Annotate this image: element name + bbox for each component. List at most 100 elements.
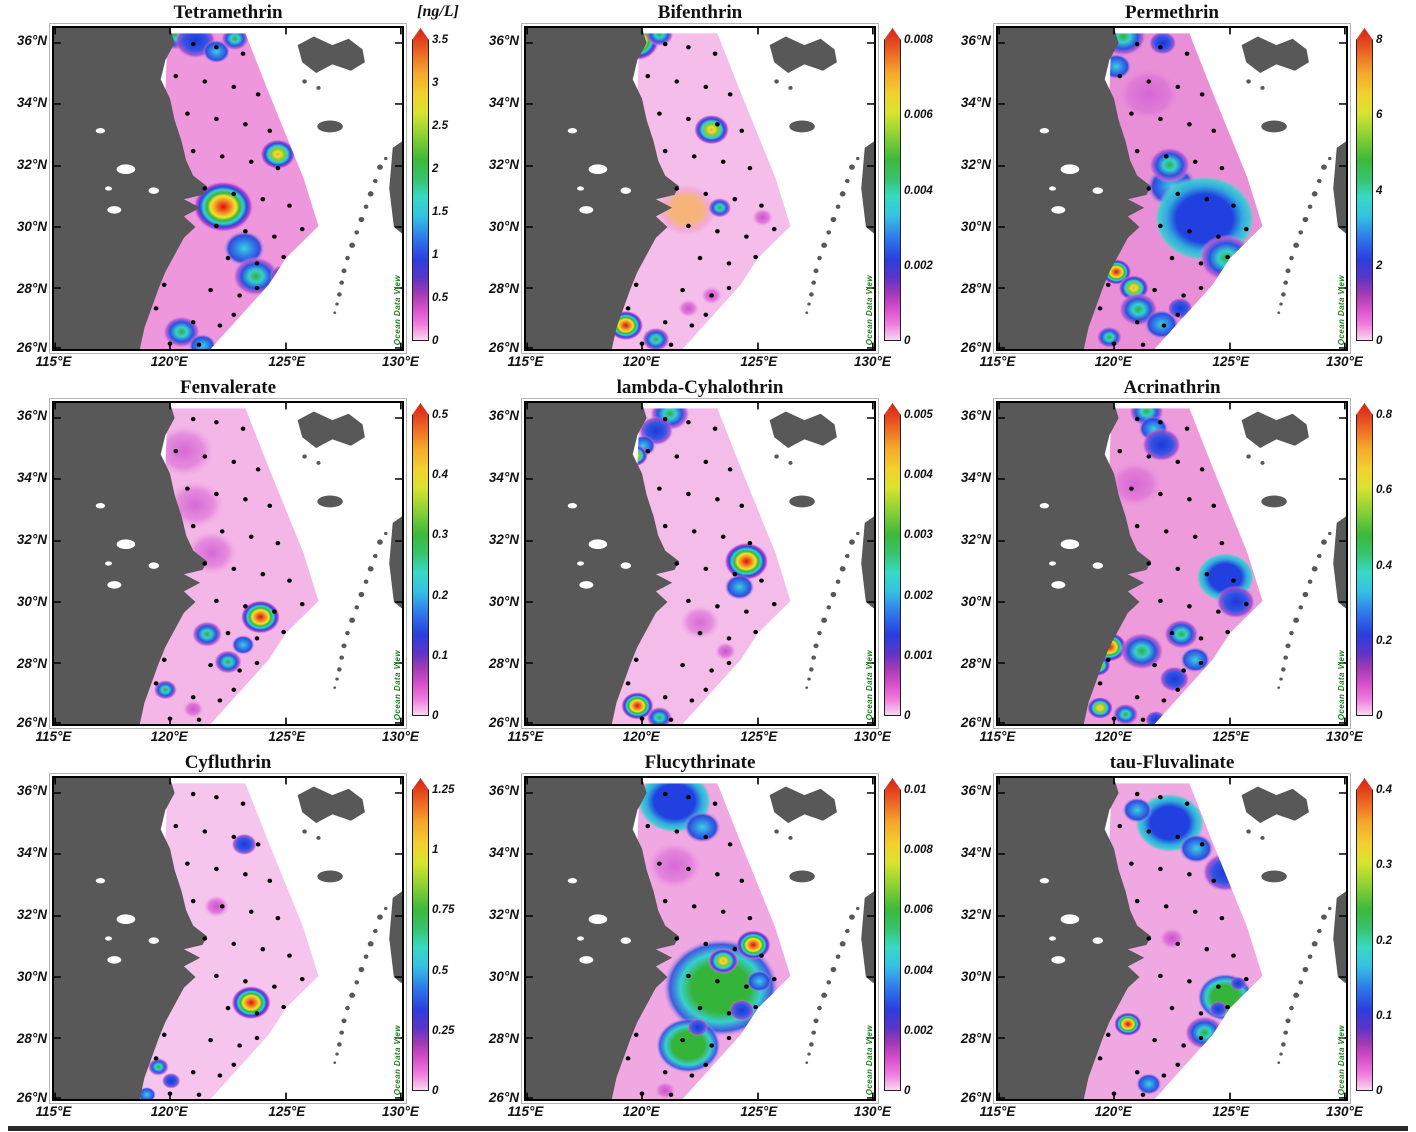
units-label xyxy=(876,0,944,26)
jeju-island xyxy=(1261,120,1287,133)
units-label xyxy=(1348,0,1416,26)
y-tick-label: 34°N xyxy=(960,470,991,486)
kyushu-landmass xyxy=(389,516,402,609)
y-tick-label: 32°N xyxy=(960,157,991,173)
y-axis-labels: 36°N 34°N 32°N 30°N 28°N 26°N xyxy=(944,26,996,355)
colorbar-tick-label: 0 xyxy=(432,1085,439,1097)
y-tick-label: 34°N xyxy=(488,845,519,861)
x-tick-label: 115°E xyxy=(35,729,72,744)
colorbar-area: 0 0.002 0.004 0.006 0.008 0.01 xyxy=(876,776,944,1101)
y-tick-label: 34°N xyxy=(488,95,519,111)
y-tick-label: 34°N xyxy=(960,95,991,111)
colorbar-tick-label: 8 xyxy=(1376,34,1383,46)
colorbar-gradient xyxy=(1356,28,1373,341)
map-canvas: Ocean Data View xyxy=(996,401,1348,726)
panel-title: Acrinathrin xyxy=(1123,377,1221,398)
watermark: Ocean Data View xyxy=(865,649,874,720)
colorbar-tick-label: 0.1 xyxy=(1376,1009,1392,1022)
map-canvas: Ocean Data View xyxy=(524,26,876,351)
lakes xyxy=(95,878,159,964)
y-tick-label: 32°N xyxy=(960,532,991,548)
colorbar-tick-label: 0.006 xyxy=(904,109,933,122)
colorbar-tick-label: 0.006 xyxy=(904,904,933,917)
concentration-field xyxy=(609,33,774,349)
x-axis-labels: 115°E 120°E 125°E 130°E xyxy=(35,351,419,375)
colorbar-tick-label: 2 xyxy=(432,163,439,175)
y-tick-label: 32°N xyxy=(16,907,47,923)
lakes xyxy=(1039,503,1103,589)
map-image xyxy=(526,403,874,724)
colorbar-tick-label: 0.3 xyxy=(432,529,448,542)
watermark: Ocean Data View xyxy=(393,649,402,720)
panel-title: Flucythrinate xyxy=(644,752,756,773)
korea-landmass xyxy=(769,411,837,448)
axis-tick-marks xyxy=(998,28,1346,349)
map-image xyxy=(54,778,402,1099)
y-axis-labels: 36°N 34°N 32°N 30°N 28°N 26°N xyxy=(944,776,996,1105)
x-tick-label: 130°E xyxy=(382,1104,419,1119)
kyushu-landmass xyxy=(389,891,402,984)
map-image xyxy=(998,403,1346,724)
map-canvas: Ocean Data View xyxy=(524,401,876,726)
y-tick-label: 32°N xyxy=(960,907,991,923)
x-axis-labels: 115°E 120°E 125°E 130°E xyxy=(507,726,891,750)
colorbar-tick-label: 0.5 xyxy=(432,292,448,304)
x-tick-label: 115°E xyxy=(35,1104,72,1119)
x-axis-labels: 115°E 120°E 125°E 130°E xyxy=(507,351,891,375)
colorbar-tick-label: 1 xyxy=(432,249,439,261)
island-chain xyxy=(1246,454,1332,689)
jeju-island xyxy=(789,870,815,883)
china-landmass xyxy=(54,778,208,1099)
y-tick-label: 28°N xyxy=(16,281,47,296)
colorbar-tick-label: 0.2 xyxy=(1376,934,1392,947)
colorbar-tick-label: 0.002 xyxy=(904,259,933,272)
x-tick-label: 130°E xyxy=(382,354,419,369)
units-label xyxy=(404,375,472,401)
y-tick-label: 36°N xyxy=(488,783,519,799)
map-panel: Permethrin 36°N 34°N 32°N 30°N 28°N 26°N Ocea… xyxy=(944,0,1416,375)
colorbar-tick-label: 0.008 xyxy=(904,844,933,857)
axis-tick-marks xyxy=(526,28,874,349)
china-landmass xyxy=(54,28,208,349)
x-tick-label: 130°E xyxy=(1326,354,1363,369)
colorbar-gradient xyxy=(412,403,429,716)
colorbar-gradient xyxy=(1356,403,1373,716)
korea-landmass xyxy=(1241,411,1309,448)
colorbar-tick-label: 0.4 xyxy=(1376,784,1392,796)
colorbar-tick-label: 2 xyxy=(1376,259,1383,272)
map-panel: Cyfluthrin 36°N 34°N 32°N 30°N 28°N 26°N Ocea… xyxy=(0,750,472,1125)
colorbar-tick-label: 0.4 xyxy=(1376,559,1392,572)
colorbar-area: 0 0.1 0.2 0.3 0.4 xyxy=(1348,776,1416,1101)
watermark: Ocean Data View xyxy=(393,274,402,345)
y-tick-label: 30°N xyxy=(960,218,991,234)
station-dots xyxy=(1097,41,1249,347)
colorbar-tick-label: 0 xyxy=(904,335,911,347)
y-tick-label: 30°N xyxy=(16,593,47,609)
x-tick-label: 120°E xyxy=(622,354,660,369)
x-tick-label: 125°E xyxy=(1212,1104,1250,1119)
x-tick-label: 125°E xyxy=(1212,729,1250,744)
map-panel: tau-Fluvalinate 36°N 34°N 32°N 30°N 28°N 26°N… xyxy=(944,750,1416,1125)
colorbar-tick-label: 0.004 xyxy=(904,964,933,977)
jeju-island xyxy=(789,120,815,133)
y-tick-label: 32°N xyxy=(488,907,519,923)
colorbar-tick-label: 2.5 xyxy=(432,120,448,132)
colorbar-tick-label: 0 xyxy=(1376,335,1383,347)
map-image xyxy=(54,403,402,724)
colorbar-tick-label: 1 xyxy=(432,844,439,857)
jeju-island xyxy=(1261,870,1287,883)
y-tick-label: 34°N xyxy=(16,95,47,111)
colorbar-tick-label: 0 xyxy=(432,710,439,722)
colorbar-area: 0 0.25 0.5 0.75 1 1.25 xyxy=(404,776,472,1101)
x-tick-label: 115°E xyxy=(979,1104,1016,1119)
x-axis-labels: 115°E 120°E 125°E 130°E xyxy=(35,726,419,750)
y-tick-label: 36°N xyxy=(960,783,991,799)
y-tick-label: 30°N xyxy=(488,218,519,234)
x-tick-label: 120°E xyxy=(150,354,188,369)
colorbar-tick-label: 0 xyxy=(904,710,911,722)
lakes xyxy=(567,878,631,964)
colorbar-tick-label: 6 xyxy=(1376,109,1383,122)
jeju-island xyxy=(317,495,343,508)
y-tick-label: 28°N xyxy=(960,656,991,671)
island-chain xyxy=(1246,829,1332,1064)
